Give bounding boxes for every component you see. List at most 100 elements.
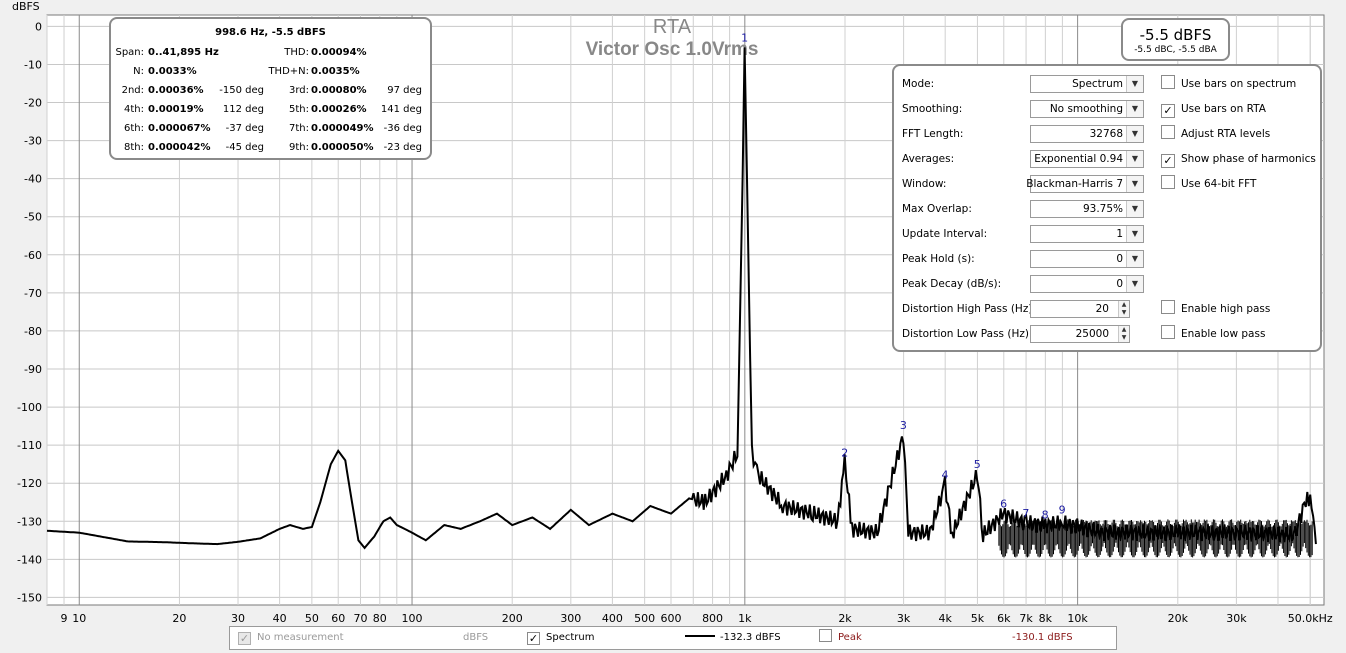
y-tick-label: -60: [24, 249, 42, 262]
harmonic-l1: 8th:: [124, 142, 144, 153]
legend-peak-label: Peak: [838, 632, 862, 643]
setting-label: Peak Decay (dB/s):: [902, 278, 1002, 290]
legend-spectrum-checkbox[interactable]: ✓: [527, 632, 540, 645]
checkbox-label: Use bars on RTA: [1181, 103, 1266, 115]
setting-checkbox-row[interactable]: Enable high pass: [1161, 299, 1270, 319]
legend-no-measurement-checkbox[interactable]: ✓: [238, 632, 251, 645]
setting-dropdown[interactable]: Spectrum ▼: [1030, 75, 1144, 93]
x-tick-label: 100: [402, 612, 423, 625]
chevron-down-icon[interactable]: ▼: [1126, 201, 1143, 217]
level-weighted-values: -5.5 dBC, -5.5 dBA: [1134, 45, 1217, 55]
setting-spinbox[interactable]: 20 ▲ ▼: [1030, 300, 1130, 318]
x-tick-label: 6k: [997, 612, 1011, 625]
spin-buttons[interactable]: ▲ ▼: [1118, 301, 1129, 317]
setting-dropdown[interactable]: 0 ▼: [1030, 275, 1144, 293]
harmonic-marker-3: 3: [900, 419, 907, 432]
x-tick-label: 4k: [938, 612, 952, 625]
checkbox-unchecked[interactable]: [1161, 325, 1175, 339]
harmonic-p2: 97 deg: [387, 85, 422, 96]
chevron-down-icon[interactable]: ▼: [1126, 151, 1143, 167]
checkbox-unchecked[interactable]: [1161, 125, 1175, 139]
legend-peak[interactable]: Peak: [819, 627, 862, 649]
setting-checkbox-row[interactable]: Use bars on spectrum: [1161, 74, 1296, 94]
span-value: 0..41,895 Hz: [148, 47, 219, 58]
chevron-down-icon[interactable]: ▼: [1126, 251, 1143, 267]
thd-value: 0.00094%: [311, 47, 367, 58]
y-axis-ticks: 0 -10 -20 -30 -40 -50 -60 -70 -80 -90 -100 -110 -120…: [17, 20, 42, 604]
spin-down-icon[interactable]: ▼: [1121, 334, 1127, 341]
spin-up-icon[interactable]: ▲: [1121, 326, 1127, 333]
harmonic-p1: -37 deg: [225, 123, 264, 134]
legend-no-measurement[interactable]: ✓ No measurement: [238, 627, 344, 649]
y-tick-label: -70: [24, 287, 42, 300]
chevron-down-icon[interactable]: ▼: [1126, 76, 1143, 92]
y-tick-label: -90: [24, 363, 42, 376]
setting-value: No smoothing: [1049, 103, 1123, 115]
spin-buttons[interactable]: ▲ ▼: [1118, 326, 1129, 342]
setting-dropdown[interactable]: 93.75% ▼: [1030, 200, 1144, 218]
setting-label: FFT Length:: [902, 128, 964, 140]
n-value: 0.0033%: [148, 66, 197, 77]
thdn-label: THD+N:: [268, 66, 309, 77]
spectrum-noise-band: [998, 519, 1313, 558]
legend-peak-checkbox[interactable]: [819, 629, 832, 642]
checkbox-checked[interactable]: ✓: [1161, 104, 1175, 118]
y-axis-label: dBFS: [12, 0, 40, 13]
setting-dropdown[interactable]: 1 ▼: [1030, 225, 1144, 243]
checkbox-label: Show phase of harmonics: [1181, 153, 1316, 165]
spin-down-icon[interactable]: ▼: [1121, 309, 1127, 316]
harmonic-p1: 112 deg: [222, 104, 264, 115]
setting-checkbox-row[interactable]: ✓ Show phase of harmonics: [1161, 149, 1316, 169]
setting-dropdown[interactable]: 0 ▼: [1030, 250, 1144, 268]
harmonic-v1: 0.00036%: [148, 85, 204, 96]
harmonic-marker-8: 8: [1042, 508, 1049, 521]
harmonic-v1: 0.00019%: [148, 104, 204, 115]
checkbox-unchecked[interactable]: [1161, 175, 1175, 189]
level-readout[interactable]: -5.5 dBFS -5.5 dBC, -5.5 dBA: [1121, 18, 1230, 61]
legend-spectrum[interactable]: ✓ Spectrum: [527, 627, 594, 649]
setting-dropdown[interactable]: No smoothing ▼: [1030, 100, 1144, 118]
harmonic-p2: -36 deg: [383, 123, 422, 134]
setting-label: Distortion High Pass (Hz):: [902, 303, 1036, 315]
x-tick-label: 7k: [1019, 612, 1033, 625]
checkbox-unchecked[interactable]: [1161, 300, 1175, 314]
y-tick-label: -80: [24, 325, 42, 338]
chevron-down-icon[interactable]: ▼: [1126, 126, 1143, 142]
setting-dropdown[interactable]: 32768 ▼: [1030, 125, 1144, 143]
setting-checkbox-row[interactable]: Enable low pass: [1161, 324, 1265, 344]
chart-title: RTA: [653, 16, 692, 38]
n-label: N:: [133, 66, 144, 77]
x-tick-label: 10: [72, 612, 86, 625]
harmonic-l2: 3rd:: [288, 85, 309, 96]
chevron-down-icon[interactable]: ▼: [1126, 176, 1143, 192]
setting-checkbox-row[interactable]: Use 64-bit FFT: [1161, 174, 1256, 194]
setting-checkbox-row[interactable]: ✓ Use bars on RTA: [1161, 99, 1266, 119]
setting-checkbox-row[interactable]: Adjust RTA levels: [1161, 124, 1270, 144]
chart-subtitle: Victor Osc 1.0Vrms: [586, 39, 759, 60]
x-tick-label: 3k: [897, 612, 911, 625]
harmonic-markers: 1 2 3 4 5 6 7 8 9: [741, 31, 1066, 521]
thdn-value: 0.0035%: [311, 66, 360, 77]
checkbox-checked[interactable]: ✓: [1161, 154, 1175, 168]
setting-label: Window:: [902, 178, 947, 190]
thd-label: THD:: [284, 47, 309, 58]
harmonic-l2: 9th:: [289, 142, 309, 153]
harmonic-marker-2: 2: [841, 446, 848, 459]
x-tick-label: 30k: [1226, 612, 1247, 625]
setting-label: Mode:: [902, 78, 935, 90]
x-tick-label: 8k: [1039, 612, 1053, 625]
harmonic-marker-5: 5: [974, 458, 981, 471]
y-tick-label: -100: [17, 401, 42, 414]
setting-dropdown[interactable]: Exponential 0.94 ▼: [1030, 150, 1144, 168]
chevron-down-icon[interactable]: ▼: [1126, 101, 1143, 117]
setting-value: Spectrum: [1072, 78, 1123, 90]
setting-dropdown[interactable]: Blackman-Harris 7 ▼: [1026, 175, 1144, 193]
spin-up-icon[interactable]: ▲: [1121, 301, 1127, 308]
checkbox-unchecked[interactable]: [1161, 75, 1175, 89]
x-tick-label: 10k: [1067, 612, 1088, 625]
setting-spinbox[interactable]: 25000 ▲ ▼: [1030, 325, 1130, 343]
y-tick-label: -40: [24, 173, 42, 186]
chevron-down-icon[interactable]: ▼: [1126, 276, 1143, 292]
setting-label: Update Interval:: [902, 228, 988, 240]
chevron-down-icon[interactable]: ▼: [1126, 226, 1143, 242]
